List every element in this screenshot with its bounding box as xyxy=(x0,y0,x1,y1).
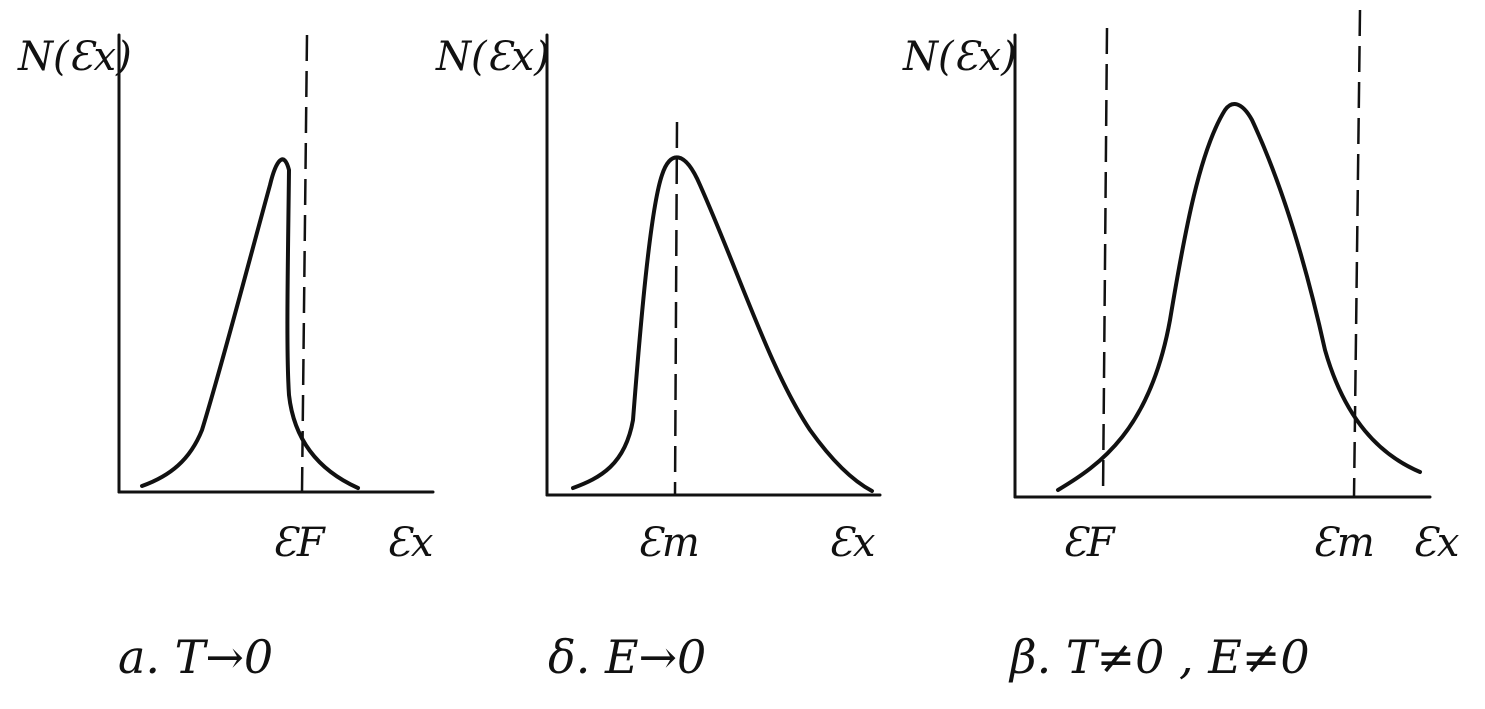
panel-a-y-axis-label: N(Ɛx) xyxy=(17,34,132,80)
panel-c-fermi-label: ƐF xyxy=(1062,520,1116,566)
panel-a-distribution-curve xyxy=(140,157,360,490)
panel-b-mean-label: Ɛm xyxy=(637,520,700,566)
panel-a-fermi-marker-line xyxy=(300,34,309,493)
panel-b-x-axis-label: Ɛx xyxy=(828,520,875,566)
panel-a: N(Ɛx) ƐF Ɛx a. T→0 xyxy=(17,33,435,684)
panel-c-y-axis-label: N(Ɛx) xyxy=(902,34,1017,80)
panel-c-fermi-marker-line xyxy=(1101,27,1109,498)
panel-a-fermi-label: ƐF xyxy=(272,520,326,566)
panel-c: N(Ɛx) ƐF Ɛm Ɛx β. T≠0 , E≠0 xyxy=(902,9,1459,684)
panel-a-x-axis-label: Ɛx xyxy=(386,520,433,566)
panel-b: N(Ɛx) Ɛm Ɛx δ. E→0 xyxy=(435,33,882,684)
panel-c-x-axis-label: Ɛx xyxy=(1412,520,1459,566)
panel-c-mean-label: Ɛm xyxy=(1312,520,1375,566)
panel-b-caption: δ. E→0 xyxy=(548,630,706,684)
panel-c-distribution-curve xyxy=(1056,102,1422,492)
panel-b-y-axis-label: N(Ɛx) xyxy=(435,34,550,80)
panel-b-mean-marker-line xyxy=(673,121,679,496)
panel-c-caption: β. T≠0 , E≠0 xyxy=(1008,630,1310,684)
panel-b-distribution-curve xyxy=(571,155,874,493)
panel-a-caption: a. T→0 xyxy=(118,630,273,684)
